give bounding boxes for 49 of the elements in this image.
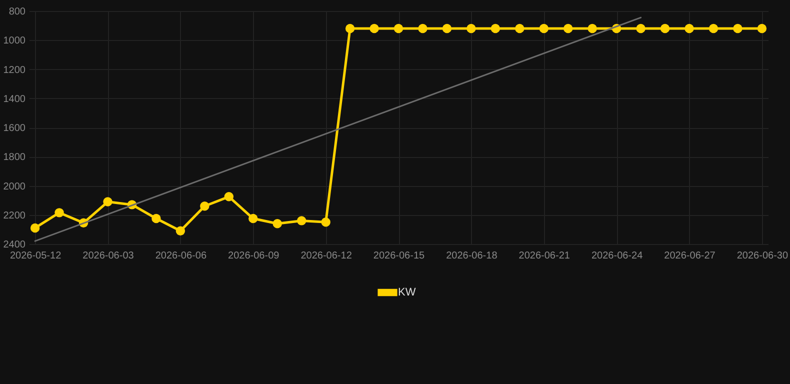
point [490, 24, 500, 34]
point [103, 197, 112, 206]
x-tick-label: 2026-06-06 [155, 250, 207, 262]
y-tick-label: 1600 [3, 123, 26, 134]
point [321, 218, 330, 227]
y-tick-label: 2200 [3, 210, 26, 222]
point [176, 226, 186, 236]
point [515, 24, 524, 34]
point [636, 24, 646, 34]
point [30, 223, 40, 233]
point [370, 24, 379, 34]
point [466, 24, 476, 34]
x-tick-label: 2026-06-18 [446, 250, 498, 262]
point [733, 24, 742, 34]
point [588, 24, 597, 34]
x-tick-label: 2026-06-15 [373, 250, 426, 262]
point [660, 24, 670, 34]
x-tick-label: 2026-06-03 [82, 250, 134, 262]
point [248, 214, 258, 224]
x-tick-label: 2026-06-24 [591, 250, 644, 262]
y-tick-label: 1200 [3, 64, 26, 76]
y-tick-label: 2000 [3, 181, 26, 192]
point [539, 24, 548, 34]
point [152, 214, 161, 224]
y-tick-label: 1000 [3, 36, 26, 47]
y-tick-label: 800 [8, 6, 26, 18]
x-tick-label: 2026-06-09 [228, 250, 280, 262]
x-tick-label: 2026-06-12 [300, 250, 352, 262]
x-tick-label: 2026-05-12 [10, 250, 62, 262]
point [200, 202, 210, 211]
point [296, 216, 306, 226]
point [54, 208, 64, 218]
point [272, 219, 282, 228]
point [684, 24, 694, 34]
point [418, 24, 428, 34]
x-tick-label: 2026-06-27 [664, 250, 716, 262]
point [563, 24, 573, 34]
point [708, 24, 718, 34]
point [224, 192, 234, 202]
x-tick-label: 2026-06-30 [736, 250, 788, 262]
y-tick-label: 1400 [3, 94, 26, 105]
point [394, 24, 404, 34]
x-tick-label: 2026-06-21 [518, 250, 570, 262]
legend-label: KW [398, 286, 416, 298]
y-tick-label: 2400 [3, 240, 26, 250]
point [345, 24, 355, 34]
point [757, 24, 767, 34]
point [442, 24, 452, 34]
y-tick-label: 1800 [3, 152, 26, 164]
